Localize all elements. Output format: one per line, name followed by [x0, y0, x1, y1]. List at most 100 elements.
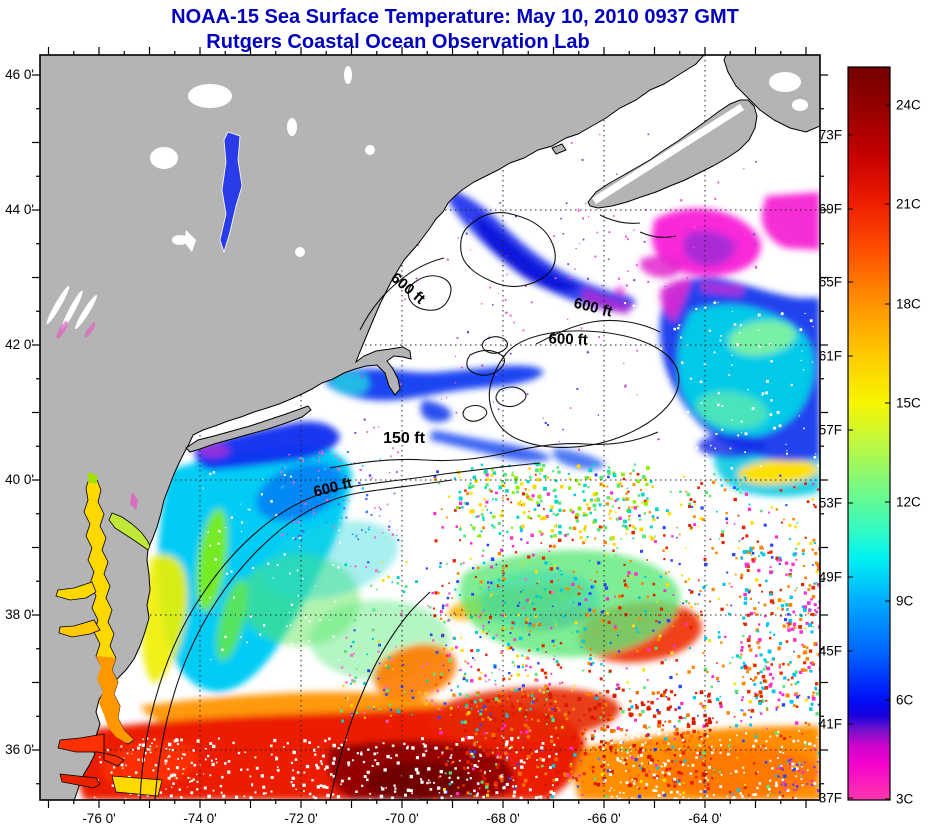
- speckle-dot: [825, 764, 828, 767]
- speckle-dot: [589, 500, 592, 503]
- speckle-dot: [638, 765, 641, 767]
- speckle-dot: [669, 490, 672, 493]
- speckle-dot: [482, 516, 485, 519]
- speckle-dot: [578, 482, 581, 486]
- speckle-dot: [552, 784, 554, 787]
- speckle-dot: [593, 706, 598, 710]
- speckle-dot: [548, 692, 552, 697]
- speckle-dot: [719, 739, 721, 741]
- speckle-dot: [468, 484, 471, 487]
- speckle-dot: [470, 524, 473, 527]
- speckle-dot: [627, 575, 629, 577]
- speckle-dot: [817, 565, 820, 569]
- speckle-dot: [670, 651, 674, 655]
- speckle-dot: [554, 620, 558, 624]
- speckle-dot: [144, 751, 147, 755]
- speckle-dot: [458, 759, 461, 762]
- speckle-dot: [505, 712, 508, 715]
- estuary-waters: [55, 472, 163, 797]
- speckle-dot: [807, 601, 811, 605]
- speckle-dot: [675, 659, 678, 662]
- speckle-dot: [111, 784, 115, 787]
- speckle-dot: [286, 533, 289, 535]
- speckle-dot: [604, 526, 608, 530]
- speckle-dot: [460, 720, 464, 724]
- speckle-dot: [663, 762, 665, 764]
- speckle-dot: [744, 783, 747, 786]
- speckle-dot: [426, 781, 429, 785]
- chesapeake-lower-orange: [96, 656, 134, 743]
- speckle-dot: [378, 426, 380, 428]
- speckle-dot: [558, 501, 562, 505]
- speckle-dot: [337, 503, 340, 506]
- speckle-dot: [812, 691, 815, 695]
- speckle-dot: [423, 744, 427, 748]
- speckle-dot: [634, 734, 636, 737]
- speckle-dot: [537, 514, 541, 518]
- speckle-dot: [575, 519, 579, 523]
- speckle-dot: [793, 625, 795, 627]
- speckle-dot: [771, 473, 774, 477]
- colorbar-c-label: 6C: [896, 693, 914, 708]
- speckle-dot: [538, 462, 542, 466]
- speckle-dot: [575, 513, 579, 517]
- speckle-dot: [498, 668, 500, 671]
- speckle-dot: [552, 544, 556, 548]
- speckle-dot: [783, 518, 785, 521]
- speckle-dot: [308, 640, 311, 642]
- speckle-dot: [586, 351, 589, 354]
- speckle-dot: [212, 744, 216, 749]
- speckle-dot: [773, 633, 776, 636]
- speckle-dot: [391, 581, 394, 584]
- speckle-dot: [795, 721, 799, 725]
- speckle-dot: [270, 500, 273, 503]
- speckle-dot: [527, 716, 530, 720]
- speckle-dot: [687, 798, 690, 800]
- speckle-dot: [761, 687, 765, 690]
- speckle-dot: [592, 503, 597, 508]
- speckle-dot: [379, 794, 384, 799]
- speckle-dot: [667, 748, 670, 751]
- speckle-dot: [422, 743, 425, 745]
- speckle-dot: [794, 682, 798, 686]
- speckle-dot: [433, 672, 436, 676]
- speckle-dot: [446, 654, 449, 657]
- speckle-dot: [281, 471, 283, 473]
- speckle-dot: [528, 510, 530, 513]
- speckle-dot: [350, 713, 353, 715]
- speckle-dot: [167, 756, 169, 758]
- speckle-dot: [625, 497, 629, 501]
- speckle-dot: [321, 485, 323, 487]
- speckle-dot: [294, 538, 297, 541]
- speckle-dot: [779, 671, 783, 675]
- speckle-dot: [520, 538, 523, 541]
- speckle-dot: [675, 673, 678, 676]
- speckle-dot: [738, 656, 742, 660]
- speckle-dot: [779, 474, 782, 477]
- speckle-dot: [465, 712, 469, 716]
- speckle-dot: [437, 775, 441, 779]
- speckle-dot: [405, 561, 408, 563]
- speckle-dot: [345, 516, 348, 519]
- speckle-dot: [812, 326, 814, 328]
- speckle-dot: [469, 792, 472, 795]
- speckle-dot: [613, 744, 617, 748]
- speckle-dot: [439, 610, 443, 614]
- speckle-dot: [383, 689, 385, 691]
- speckle-dot: [505, 564, 508, 568]
- speckle-dot: [474, 575, 477, 578]
- speckle-dot: [608, 789, 611, 792]
- speckle-dot: [702, 724, 706, 728]
- speckle-dot: [381, 787, 385, 791]
- speckle-dot: [669, 215, 671, 218]
- speckle-dot: [662, 549, 665, 552]
- speckle-dot: [627, 783, 632, 788]
- speckle-dot: [805, 646, 809, 649]
- speckle-dot: [389, 708, 393, 712]
- speckle-dot: [448, 771, 452, 775]
- speckle-dot: [625, 527, 629, 531]
- mainland-northeast-us: [40, 55, 705, 800]
- speckle-dot: [548, 694, 553, 699]
- speckle-dot: [510, 745, 513, 749]
- speckle-dot: [528, 622, 532, 626]
